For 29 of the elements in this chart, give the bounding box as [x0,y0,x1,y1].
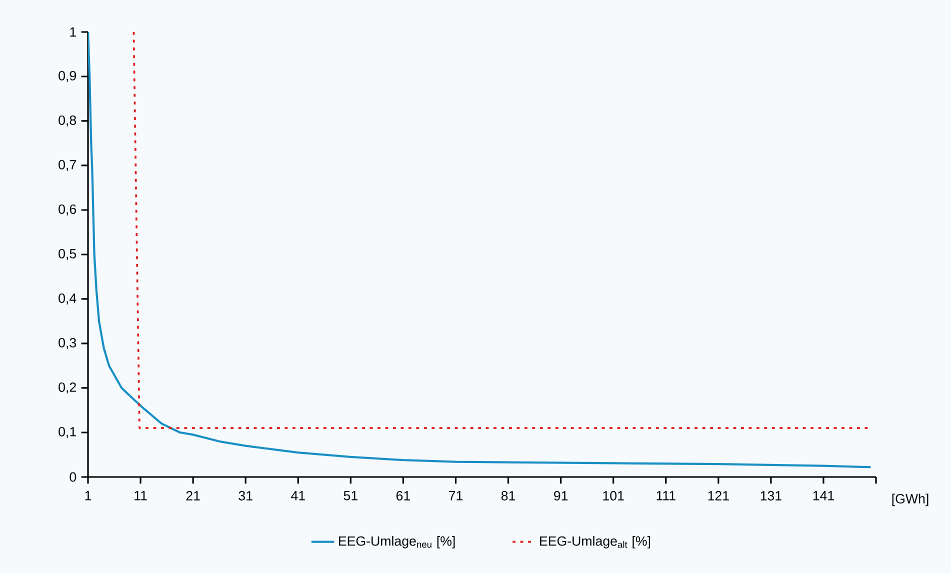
x-tick-label: 71 [449,491,463,500]
x-tick-label: 61 [396,491,410,500]
x-tick-label: 31 [238,491,252,500]
x-tick-label: 101 [603,491,624,500]
x-tick-label: 81 [501,491,516,500]
y-tick-label: 1 [70,27,76,37]
x-tick-label: 121 [708,491,729,500]
y-tick-label: 0,9 [58,70,76,82]
x-tick-label: 51 [344,491,358,500]
x-axis-title: [GWh] [892,494,928,506]
x-tick-label: 131 [760,491,782,500]
x-tick-label: 21 [186,491,200,500]
y-tick-label: 0 [70,472,76,482]
x-tick-label: 141 [813,491,834,500]
y-tick-label: 0,6 [58,204,76,216]
x-tick-label: 1 [85,491,92,500]
legend-label: EEG-Umlage$_{neu}$ [%] [338,536,455,548]
y-tick-label: 0,3 [58,338,76,350]
x-tick-label: 11 [134,491,147,500]
x-tick-label: 41 [291,491,305,500]
legend-label: EEG-Umlage$_{alt}$ [%] [540,536,650,548]
y-tick-label: 0,5 [58,248,76,260]
x-tick-label: 111 [656,491,676,500]
x-tick-label: 91 [554,491,568,500]
y-tick-label: 0,8 [58,115,76,127]
y-tick-label: 0,4 [58,293,76,305]
y-tick-label: 0,2 [58,382,76,394]
y-tick-label: 0,1 [58,426,76,438]
y-tick-label: 0,7 [58,160,76,172]
